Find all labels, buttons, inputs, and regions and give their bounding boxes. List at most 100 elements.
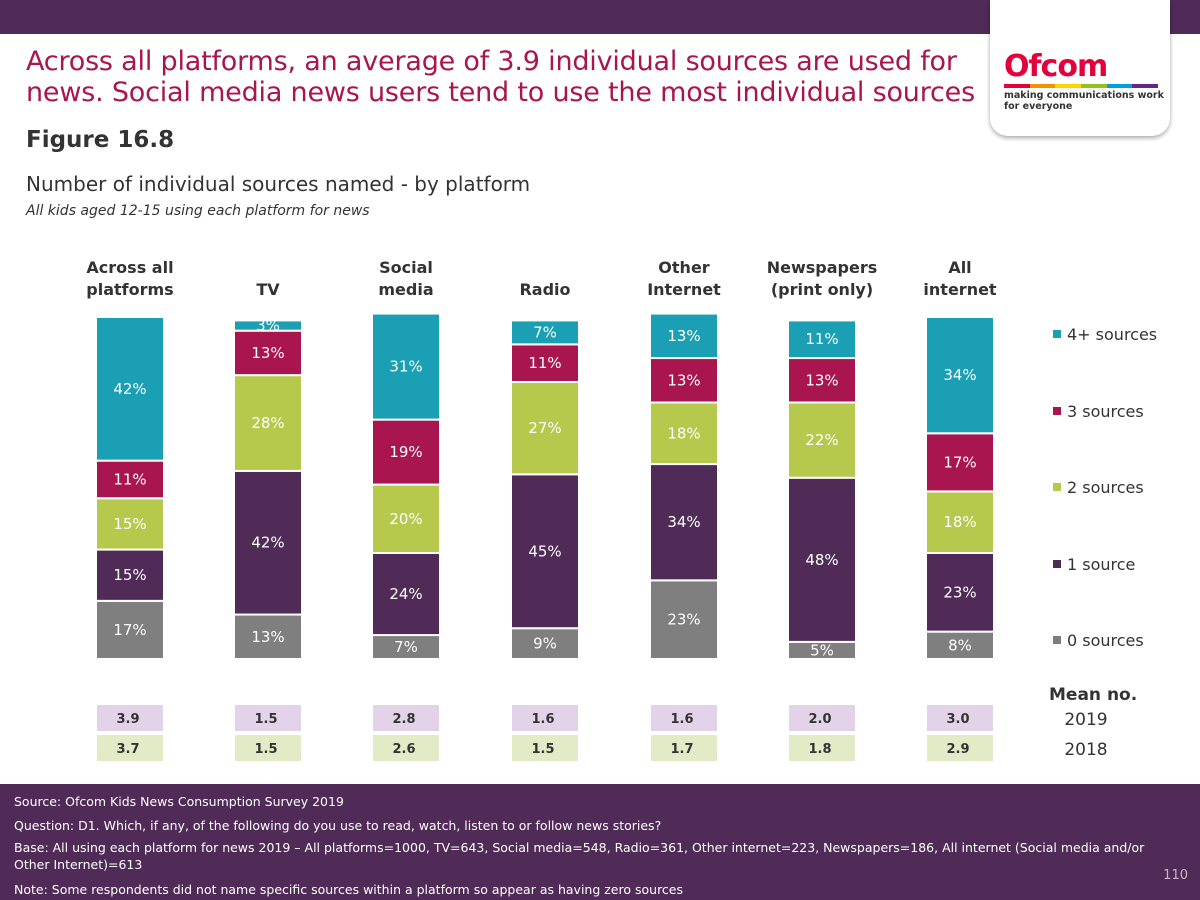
mean-box [235,705,301,731]
data-label: 15% [113,515,146,533]
bar-segment [510,627,580,660]
legend-swatch [1053,636,1061,644]
mean-value: 1.6 [670,712,693,727]
data-label: 7% [533,323,557,341]
footer-source: Source: Ofcom Kids News Consumption Surv… [14,794,344,809]
page-number: 110 [1163,868,1188,883]
data-label: 13% [251,344,284,362]
mean-value: 1.5 [254,712,277,727]
footer-note: Note: Some respondents did not name spec… [14,882,684,897]
bar-segment [787,476,857,643]
mean-box [512,735,578,761]
category-label: All internet [923,258,997,299]
data-label: 23% [667,611,700,629]
mean-value: 3.0 [946,712,969,727]
category-label-line: (print only) [771,280,873,299]
mean-box [651,705,717,731]
data-label: 13% [667,371,700,389]
data-label: 13% [251,628,284,646]
bar-segment [510,380,580,476]
data-label: 11% [113,470,146,488]
mean-box [651,735,717,761]
category-label-line: TV [256,280,280,299]
bar-segment [510,319,580,346]
data-label: 48% [805,551,838,569]
bar-segment [925,316,995,435]
bar-segment [787,401,857,479]
legend-swatch [1053,407,1061,415]
category-label: TV [256,280,280,299]
mean-year-label: 2018 [1064,740,1107,760]
mean-box [97,705,163,731]
stacked-bar-chart: Across all platforms 17% 15% 15% 11% 42% TV 13% 4… [86,258,1157,761]
bar-segment [233,469,303,616]
category-label-line: All [948,258,971,277]
logo-color-stripe [1004,84,1159,88]
mean-value: 2.8 [392,712,415,727]
footer-panel: Source: Ofcom Kids News Consumption Surv… [0,784,1200,900]
slide-headline: Across all platforms, an average of 3.9 … [26,46,975,108]
mean-value: 1.8 [808,742,831,757]
logo-stripe-segment [1106,84,1133,88]
data-label: 42% [251,534,284,552]
category-label-line: Radio [519,280,570,299]
legend-swatch [1053,483,1061,491]
logo-stripe-segment [1029,84,1056,88]
data-label: 42% [113,380,146,398]
data-label: 8% [948,636,972,654]
mean-box [373,735,439,761]
mean-value: 1.5 [531,742,554,757]
category-label: Radio [519,280,570,299]
data-label: 18% [943,513,976,531]
category-label-line: Internet [647,280,721,299]
category-label-line: Across all [86,258,173,277]
bar-segment [649,312,719,360]
data-label: 11% [805,330,838,348]
category-label: Social media [378,258,433,299]
data-label: 34% [667,513,700,531]
bar-segment [649,579,719,661]
data-label: 17% [113,621,146,639]
mean-value: 2.6 [392,742,415,757]
category-label: Other Internet [647,258,721,299]
data-label: 28% [251,414,284,432]
bar-segment [233,613,303,660]
mean-year-label: 2019 [1064,710,1107,730]
data-label: 11% [528,354,561,372]
logo-stripe-segment [1004,84,1030,88]
logo-stripe-segment [1055,84,1082,88]
mean-box [789,705,855,731]
bar-segment [925,551,995,633]
bar-segment [371,551,441,637]
legend-swatch [1053,560,1061,568]
category-label: Across all platforms [86,258,173,299]
bar-segment [95,459,165,500]
data-label: 45% [528,542,561,560]
figure-label: Figure 16.8 [26,127,175,153]
mean-value: 2.9 [946,742,969,757]
category-label-line: internet [923,280,997,299]
mean-box [97,735,163,761]
mean-box [927,705,993,731]
data-label: 31% [389,358,422,376]
logo-stripe-segment [1081,84,1107,88]
data-label: 22% [805,431,838,449]
legend-label: 2 sources [1067,478,1144,497]
bar-segment [925,432,995,493]
ofcom-logo: Ofcom [1004,49,1108,84]
category-label-line: Other [658,258,709,277]
data-label: 3% [256,317,280,335]
data-label: 15% [113,566,146,584]
bar-segment [510,473,580,630]
bar-segment [95,599,165,660]
chart-title: Number of individual sources named - by … [26,172,531,196]
data-label: 13% [667,327,700,345]
bar-segment [787,357,857,404]
mean-box [927,735,993,761]
category-label: Newspapers (print only) [767,258,878,299]
mean-box [512,705,578,731]
data-label: 27% [528,419,561,437]
mean-value: 3.7 [116,742,139,757]
data-label: 5% [810,641,834,659]
legend-label: 0 sources [1067,631,1144,650]
